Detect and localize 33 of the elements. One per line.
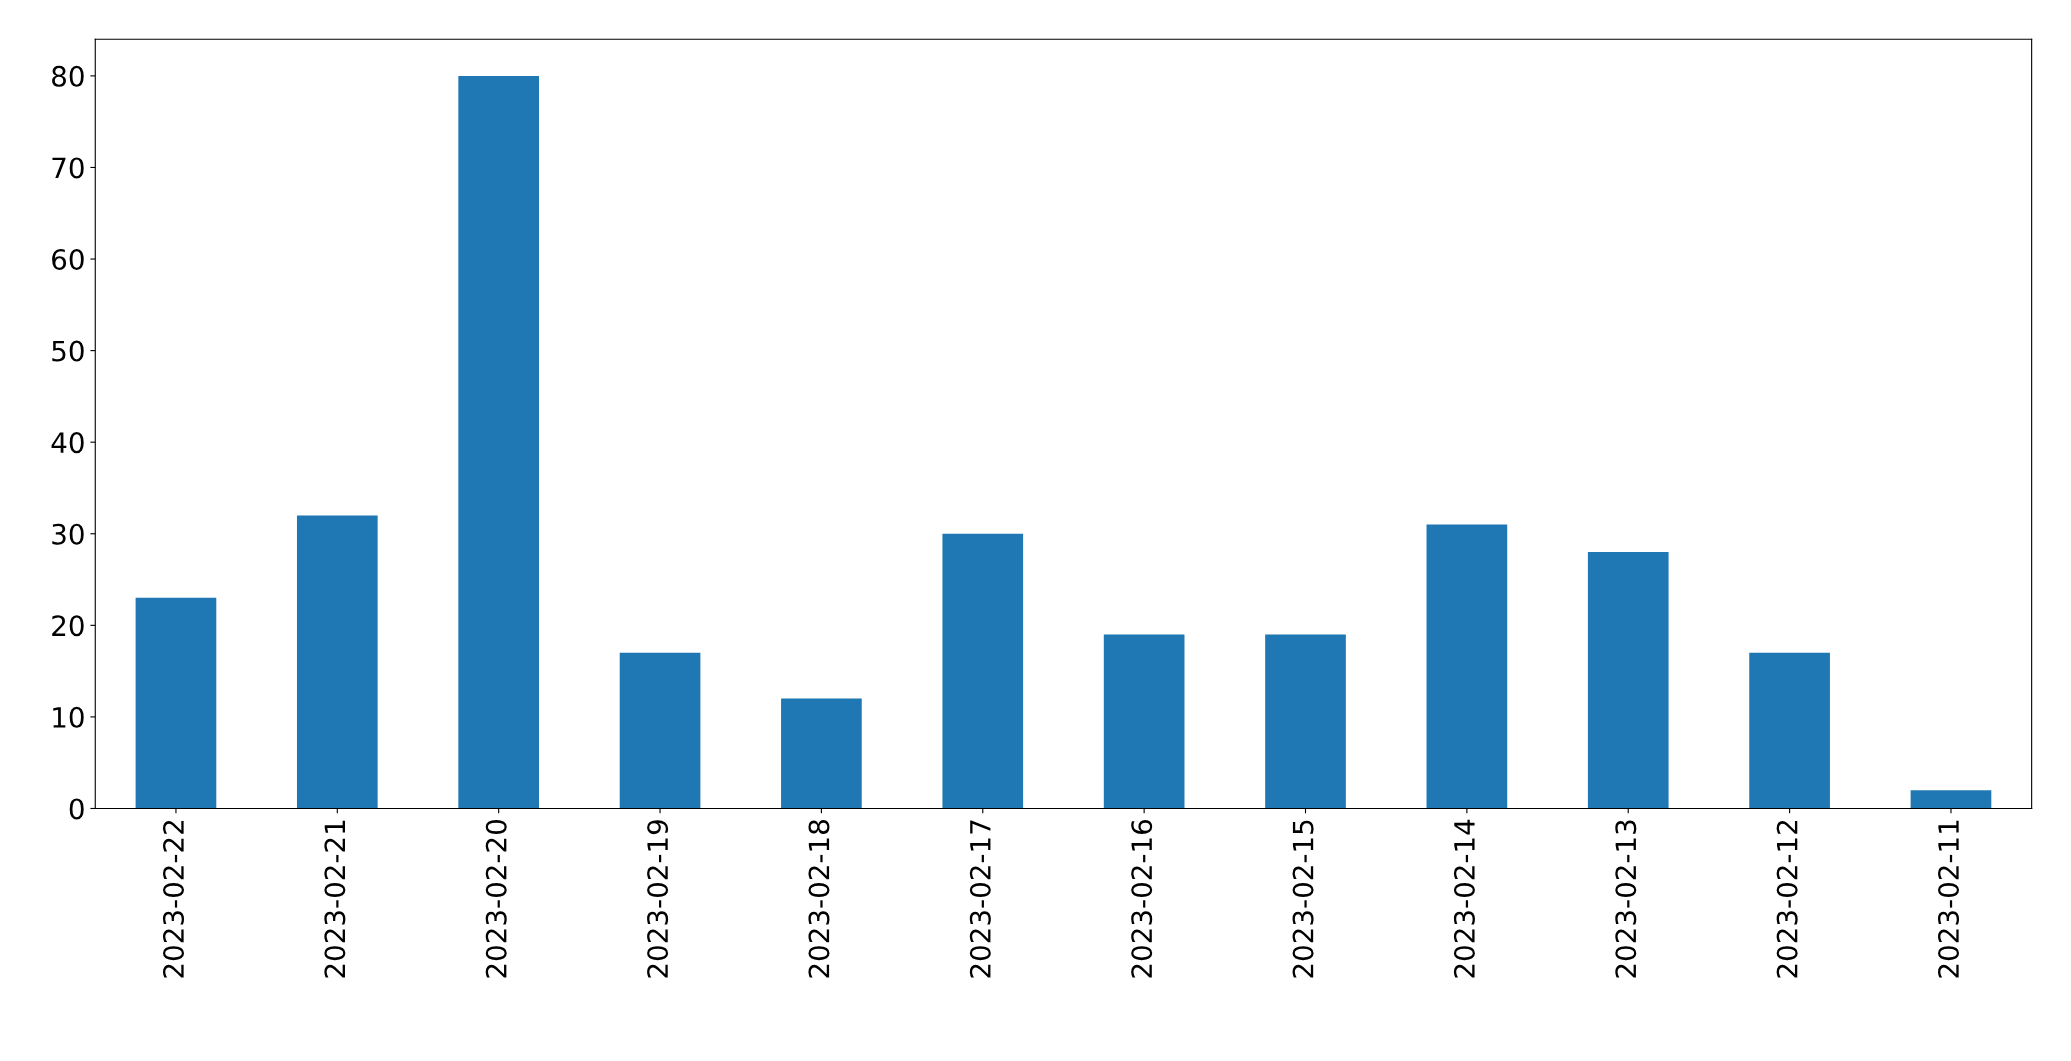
bar (135, 597, 217, 809)
x-tick-label: 2023-02-14 (1453, 819, 1475, 978)
y-tick-label: 10 (53, 706, 84, 728)
x-tick-label: 2023-02-20 (485, 820, 507, 978)
y-tick-label: 0 (69, 798, 84, 820)
x-tick-label: 2023-02-12 (1776, 820, 1798, 978)
x-tick-label: 2023-02-21 (324, 820, 346, 978)
bar (619, 652, 701, 809)
x-tick-label: 2023-02-16 (1131, 819, 1153, 978)
y-tick-label: 40 (51, 432, 84, 454)
y-tick-label: 70 (52, 157, 84, 179)
bar (296, 515, 378, 809)
y-tick-label: 80 (52, 65, 84, 87)
y-tick-label: 50 (52, 340, 84, 362)
bar (458, 75, 540, 809)
bar (1103, 634, 1185, 809)
x-tick-label: 2023-02-19 (647, 820, 669, 978)
bar (1910, 790, 1992, 809)
y-tick-label: 30 (52, 523, 84, 545)
bar (1749, 652, 1830, 809)
bar (1265, 634, 1346, 809)
x-tick-label: 2023-02-15 (1292, 820, 1314, 978)
x-tick-label: 2023-02-11 (1938, 820, 1960, 978)
y-tick-label: 60 (52, 248, 84, 270)
bar (942, 533, 1024, 809)
x-tick-label: 2023-02-17 (969, 820, 991, 978)
bar (781, 698, 862, 809)
y-tick-label: 20 (52, 615, 84, 637)
x-tick-label: 2023-02-18 (808, 820, 830, 978)
x-tick-label: 2023-02-13 (1615, 820, 1637, 978)
x-tick-label: 2023-02-22 (163, 820, 185, 978)
bar (1426, 524, 1508, 809)
bar (1587, 552, 1669, 809)
